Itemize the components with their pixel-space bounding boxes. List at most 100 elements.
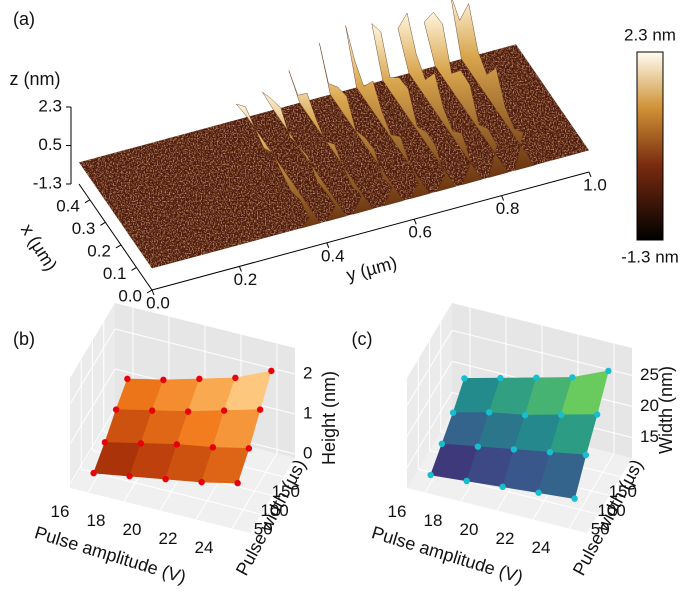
y-tick (326, 242, 330, 248)
axis-label: Width (nm) (656, 366, 676, 454)
axis-label: z (nm) (10, 69, 61, 89)
x-axis (78, 183, 153, 291)
grid-line (451, 329, 633, 376)
x-tick-label: 24 (195, 538, 214, 557)
x-tick-label: 16 (388, 502, 407, 521)
x-tick (100, 221, 106, 226)
grid-line (406, 330, 453, 406)
colorbar-label: 2.3 nm (624, 25, 676, 44)
x-tick-label: 18 (87, 511, 106, 530)
data-point (196, 375, 203, 383)
y-tick (588, 171, 592, 178)
grid-line (81, 468, 262, 515)
y-tick (151, 289, 155, 296)
grid-line (406, 392, 453, 468)
data-point (112, 406, 120, 413)
data-point (438, 440, 446, 448)
y-tick (413, 219, 417, 225)
data-point (557, 411, 565, 419)
x-tick (84, 199, 91, 204)
afm-ridge (288, 70, 374, 215)
data-point (148, 407, 156, 414)
x-tick (115, 244, 122, 249)
data-point (571, 495, 578, 502)
y-tick-label: 150 (609, 482, 637, 501)
data-point (485, 409, 493, 416)
data-point (268, 367, 275, 375)
x-tick-label: 16 (51, 502, 70, 521)
x-tick-label: 18 (424, 511, 443, 530)
data-point (232, 374, 239, 382)
data-point (582, 451, 590, 459)
axis-label: x (µm) (17, 220, 61, 274)
z-tick-label: 2 (303, 363, 312, 382)
afm-ridge (235, 103, 321, 229)
data-point (533, 374, 540, 381)
colorbar-label: -1.3 nm (621, 247, 679, 266)
data-point (209, 444, 217, 451)
y-tick-label: 1.0 (583, 175, 607, 194)
y-tick-label: 150 (272, 482, 300, 501)
data-point (184, 408, 192, 415)
grid-line (69, 328, 116, 405)
data-point (474, 443, 482, 450)
x-tick-label: 0.4 (56, 196, 80, 215)
y-axis (151, 171, 590, 291)
data-point (124, 375, 131, 383)
data-point (521, 411, 529, 419)
x-tick (131, 267, 137, 271)
z-tick-label: 0.5 (38, 135, 62, 154)
data-point (126, 472, 133, 480)
data-point (427, 471, 434, 479)
data-point (220, 407, 228, 414)
y-tick-label: 100 (597, 501, 625, 520)
data-point (605, 367, 612, 375)
y-tick-label: 0.2 (234, 270, 258, 289)
data-point (463, 477, 470, 485)
y-tick (501, 195, 505, 201)
data-point (535, 489, 542, 496)
x-tick-label: 22 (159, 529, 178, 548)
x-tick-label: 24 (532, 538, 551, 557)
data-point (510, 446, 518, 453)
data-point (162, 475, 169, 483)
grid-line (69, 368, 116, 445)
x-tick (146, 289, 153, 294)
x-tick-label: 20 (123, 520, 142, 539)
z-tick-label: -1.3 (33, 173, 62, 192)
data-point (234, 479, 241, 487)
data-point (160, 376, 167, 384)
data-point (101, 439, 109, 446)
grid-line (114, 328, 296, 375)
afm-ridge (371, 23, 457, 193)
afm-ridge (345, 25, 430, 200)
afm-ridge (397, 12, 483, 185)
data-point (137, 440, 145, 447)
data-point (461, 375, 468, 382)
x-tick-label: 0.0 (118, 286, 142, 305)
z-tick-label: 15 (640, 427, 659, 446)
afm-ridge (451, 0, 535, 171)
data-point (245, 445, 253, 452)
afm-ridge (262, 91, 347, 222)
z-tick-label: 25 (640, 365, 659, 384)
z-tick-label: 0 (303, 443, 312, 462)
panel-label: (c) (352, 329, 373, 349)
y-tick-label: 0.4 (321, 246, 345, 265)
data-point (256, 406, 264, 413)
y-tick-label: 100 (260, 501, 288, 520)
y-tick-label: 0.0 (146, 293, 170, 312)
y-tick-label: 50 (591, 520, 610, 539)
x-tick-label: 0.3 (72, 219, 96, 238)
afm-texture (79, 44, 589, 269)
z-tick-label: 20 (640, 396, 659, 415)
x-tick-label: 20 (460, 520, 479, 539)
data-point (449, 409, 457, 416)
data-point (90, 469, 97, 477)
grid-line (406, 361, 453, 437)
grid-line (69, 408, 116, 485)
data-point (593, 411, 601, 418)
panel-label: (a) (13, 9, 35, 29)
afm-ridge (423, 11, 509, 178)
